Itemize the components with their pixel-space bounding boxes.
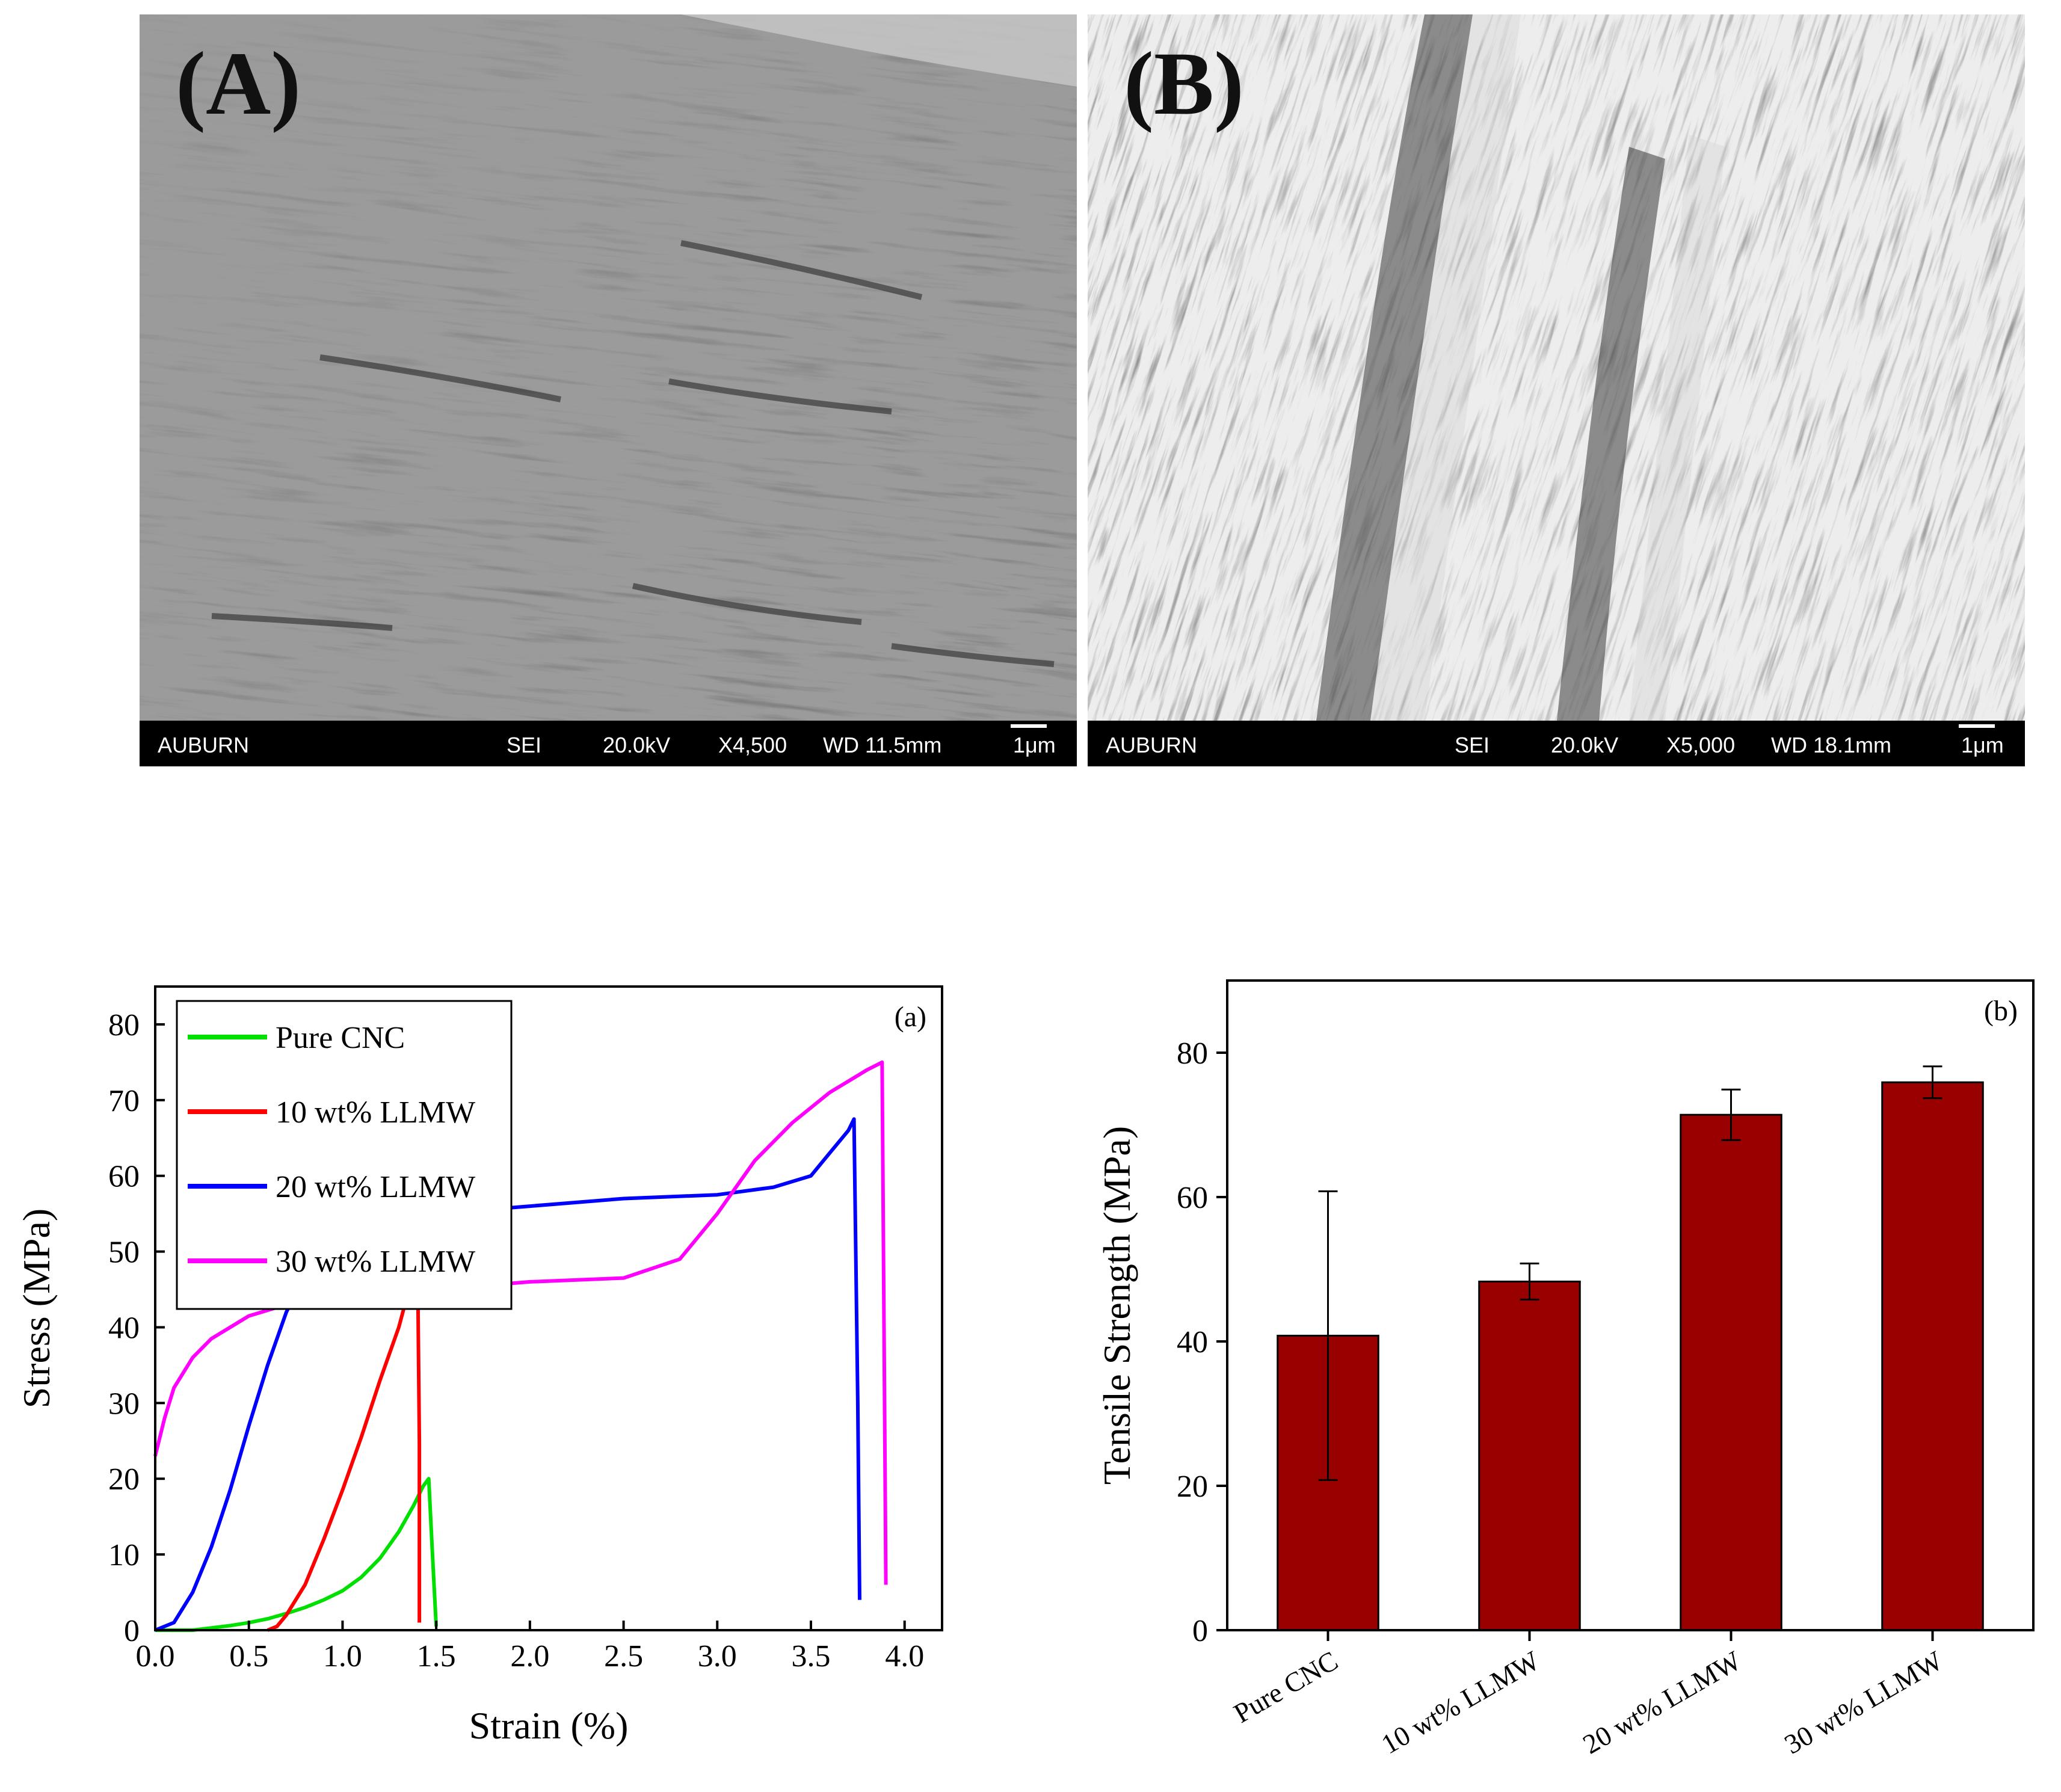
y-tick-label: 0 [124,1614,140,1648]
legend-label: 30 wt% LLMW [276,1245,475,1279]
x-tick-label: 10 wt% LLMW [1376,1645,1545,1760]
series-line-3 [153,1060,888,1585]
y-axis-label: Tensile Strength (MPa) [1095,1126,1138,1485]
scale-bar [1959,724,1995,728]
panel-label-a: (A) [176,34,301,134]
y-tick-label: 50 [108,1236,140,1270]
databar-institution: AUBURN [158,733,250,757]
y-tick-label: 30 [108,1387,140,1421]
series-line-0 [155,1477,439,1632]
legend-label: 20 wt% LLMW [276,1170,475,1204]
sem-micrograph-b [1088,14,2025,721]
sem-databar-b: AUBURN SEI 20.0kV X5,000 WD 18.1mm 1μm [1088,721,2025,766]
sem-image-a: (A) AUBURN SEI 20.0kV X4,500 WD 11.5mm 1… [140,14,1077,766]
databar-magnification: X5,000 [1666,733,1736,757]
y-tick-label: 40 [1177,1325,1208,1359]
databar-scale: 1μm [1013,733,1056,757]
legend-label: Pure CNC [276,1021,405,1055]
x-axis-label: Strain (%) [469,1704,629,1747]
tensile-strength-chart: 0 20 40 60 80 Pure CNC 10 wt% LLMW 20 wt% LLMW 3… [1095,979,2035,1760]
x-tick-label: 4.0 [885,1639,924,1673]
legend-label: 10 wt% LLMW [276,1095,475,1130]
y-tick-label: 70 [108,1084,140,1118]
y-tick-label: 10 [108,1538,140,1572]
databar-magnification: X4,500 [718,733,787,757]
panel-label: (a) [895,1001,926,1033]
sem-image-b: (B) AUBURN SEI 20.0kV X5,000 WD 18.1mm 1… [1088,14,2025,766]
x-tick-label: 0.0 [136,1639,175,1673]
scale-bar [1011,724,1047,728]
y-tick-label: 60 [1177,1181,1208,1215]
bar [1881,1081,1984,1631]
y-tick-label: 80 [108,1008,140,1042]
x-tick-label: 1.0 [323,1639,362,1673]
x-tick-label: 20 wt% LLMW [1578,1645,1746,1760]
databar-voltage: 20.0kV [1551,733,1619,757]
bar [1478,1280,1581,1631]
databar-detector: SEI [507,733,542,757]
x-tick-label: 1.5 [417,1639,456,1673]
stress-strain-chart: 0.0 0.5 1.0 1.5 2.0 2.5 3.0 3.5 4.0 0 10 20 30 40 50 60… [15,985,943,1747]
x-tick-label: 30 wt% LLMW [1779,1645,1948,1760]
y-tick-label: 80 [1177,1036,1208,1071]
y-axis-label: Stress (MPa) [15,1209,58,1408]
panel-label-b: (B) [1124,34,1244,134]
x-tick-label: Pure CNC [1228,1645,1343,1728]
x-tick-label: 2.0 [510,1639,549,1673]
databar-working-distance: WD 18.1mm [1771,733,1892,757]
databar-scale: 1μm [1961,733,2004,757]
sem-micrograph-a [140,14,1077,721]
bar [1680,1113,1782,1631]
y-tick-label: 20 [1177,1470,1208,1504]
databar-institution: AUBURN [1106,733,1198,757]
x-tick-label: 3.5 [792,1639,831,1673]
x-tick-label: 2.5 [604,1639,643,1673]
plot-frame [154,985,943,1631]
y-tick-label: 0 [1192,1614,1208,1648]
panel-label: (b) [1984,995,2018,1027]
y-tick-label: 60 [108,1160,140,1194]
databar-working-distance: WD 11.5mm [823,733,942,757]
databar-voltage: 20.0kV [603,733,671,757]
sem-databar-a: AUBURN SEI 20.0kV X4,500 WD 11.5mm 1μm [140,721,1077,766]
y-tick-label: 40 [108,1311,140,1345]
plot-frame [1226,979,2035,1631]
x-tick-label: 0.5 [229,1639,268,1673]
x-tick-label: 3.0 [698,1639,737,1673]
y-tick-label: 20 [108,1462,140,1497]
databar-detector: SEI [1455,733,1490,757]
legend-box [176,1000,513,1310]
legend: Pure CNC 10 wt% LLMW 20 wt% LLMW 30 wt% LLM… [176,1000,513,1310]
